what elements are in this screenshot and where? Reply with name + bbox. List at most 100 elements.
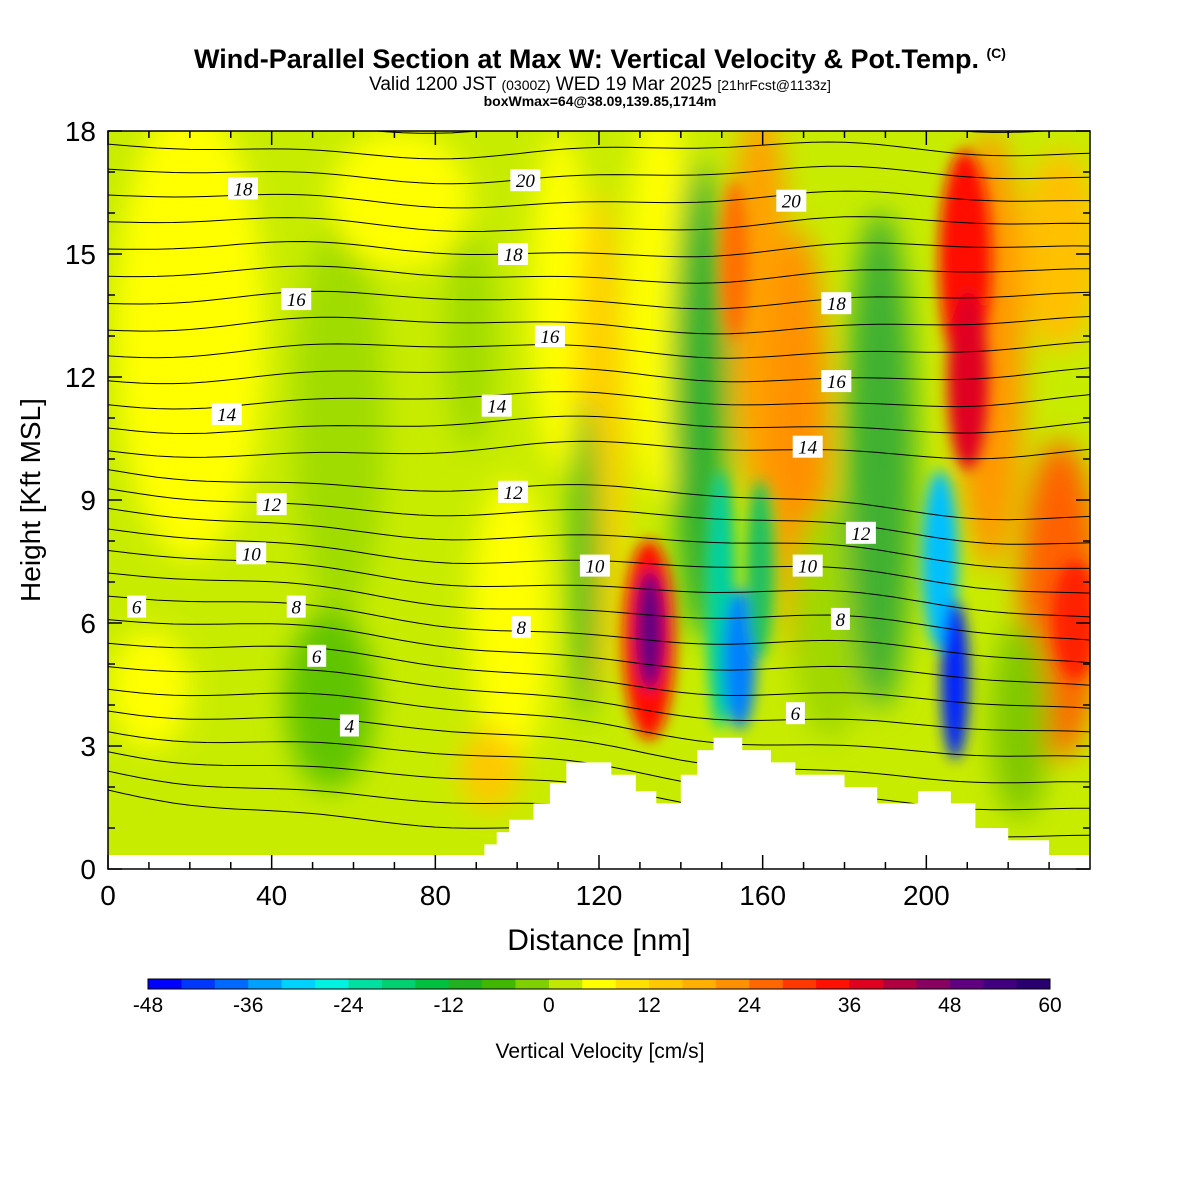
box-info: boxWmax=64@38.09,139.85,1714m xyxy=(483,93,717,109)
colorbar-swatch xyxy=(649,979,684,989)
theta-isoline xyxy=(108,572,1090,641)
colorbar-swatch xyxy=(983,979,1018,989)
contour-label-box xyxy=(236,542,267,565)
contour-label-box xyxy=(821,370,852,393)
contour-label-text: 12 xyxy=(262,495,282,516)
contour-label: 6 xyxy=(307,644,327,668)
theta-isoline xyxy=(108,165,1090,185)
theta-isoline xyxy=(108,550,1090,618)
colorbar-swatch xyxy=(582,979,617,989)
contour-label: 18 xyxy=(821,292,852,315)
contour-label: 10 xyxy=(792,554,823,578)
colorbar-swatch xyxy=(482,979,516,989)
colorbar-swatch xyxy=(148,979,182,989)
y-tick-label: 0 xyxy=(80,854,96,885)
y-axis-label: Height [Kft MSL] xyxy=(15,398,46,602)
contour-label-text: 6 xyxy=(791,704,801,725)
colorbar-swatch xyxy=(882,979,917,989)
colorbar-swatch xyxy=(615,979,650,989)
contour-label-text: 8 xyxy=(291,598,301,619)
contour-label: 8 xyxy=(286,595,306,619)
colorbar-swatch xyxy=(281,979,316,989)
theta-isoline xyxy=(108,316,1090,335)
theta-isoline xyxy=(108,440,1090,460)
contour-label: 16 xyxy=(821,370,852,393)
contour-label: 14 xyxy=(481,394,512,418)
contour-label-box xyxy=(339,714,359,737)
contour-label-text: 20 xyxy=(516,171,536,192)
contour-label: 10 xyxy=(236,542,267,565)
x-tick-label: 80 xyxy=(420,880,451,911)
contour-label-box xyxy=(127,595,147,618)
theta-isoline xyxy=(108,290,1090,310)
theta-isoline xyxy=(108,367,1090,385)
contour-label-text: 10 xyxy=(242,544,262,565)
contour-label-box xyxy=(307,644,327,667)
y-tick-label: 6 xyxy=(80,608,96,639)
contour-label: 8 xyxy=(511,616,531,639)
contour-label: 16 xyxy=(281,288,312,311)
colorbar-frame xyxy=(147,978,1051,990)
colorbar-tick-label: 12 xyxy=(637,994,660,1017)
copyright-mark: (C) xyxy=(986,45,1006,61)
chart-title-text: Wind-Parallel Section at Max W: Vertical… xyxy=(194,44,979,74)
x-tick-label: 0 xyxy=(100,880,116,911)
valid-time: Valid 1200 JST xyxy=(369,74,497,95)
contour-label: 14 xyxy=(211,402,242,426)
colorbar-swatch xyxy=(548,979,583,989)
contour-label-box xyxy=(498,480,529,503)
colorbar-tick-label: 60 xyxy=(1038,994,1061,1017)
theta-isoline xyxy=(108,710,1090,784)
contour-label-text: 12 xyxy=(504,483,524,504)
colorbar-swatch xyxy=(916,979,951,989)
contour-label-box xyxy=(579,554,610,577)
contour-label-text: 4 xyxy=(345,717,355,738)
contour-label-box xyxy=(785,702,805,725)
contour-label: 6 xyxy=(127,595,147,619)
contour-label-text: 14 xyxy=(487,397,507,418)
theta-isoline xyxy=(108,666,1090,733)
colorbar-swatch xyxy=(381,979,416,989)
theta-isoline xyxy=(108,642,1090,709)
colorbar xyxy=(147,978,1051,990)
contour-label: 12 xyxy=(845,521,876,545)
contour-label-box xyxy=(534,325,565,347)
colorbar-tick-label: -36 xyxy=(233,994,263,1017)
y-tick-label: 15 xyxy=(65,239,96,270)
contour-label-text: 18 xyxy=(234,179,254,200)
contour-label-box xyxy=(256,493,287,516)
colorbar-swatch xyxy=(782,979,817,989)
x-tick-label: 200 xyxy=(903,880,950,911)
theta-isoline xyxy=(108,469,1090,521)
chart-subtitle: Valid 1200 JST (0300Z) WED 19 Mar 2025 [… xyxy=(0,74,1200,96)
colorbar-swatch xyxy=(214,979,249,989)
y-tick-label: 18 xyxy=(65,116,96,147)
colorbar-swatch xyxy=(315,979,349,989)
colorbar-swatch xyxy=(415,979,450,989)
colorbar-swatch xyxy=(515,979,550,989)
colorbar-swatch xyxy=(816,979,851,989)
contour-label: 18 xyxy=(228,177,259,200)
x-tick-label: 40 xyxy=(256,880,287,911)
contour-label-text: 20 xyxy=(782,192,802,213)
contour-label-box xyxy=(281,288,312,311)
contour-label-text: 18 xyxy=(504,245,524,266)
contour-label-box xyxy=(792,554,823,577)
colorbar-tick-label: 36 xyxy=(838,994,861,1017)
theta-isoline xyxy=(108,595,1090,664)
colorbar-swatch xyxy=(348,979,383,989)
colorbar-tick-label: -48 xyxy=(133,994,163,1017)
theta-isoline xyxy=(108,688,1090,757)
colorbar-tick-label: 24 xyxy=(738,994,762,1017)
contour-label-text: 8 xyxy=(836,610,846,631)
contour-label-box xyxy=(211,402,242,425)
contour-label-text: 16 xyxy=(827,372,847,393)
theta-isoline xyxy=(108,216,1090,233)
theta-isoline xyxy=(108,619,1090,686)
contour-label: 4 xyxy=(339,714,359,738)
contour-label-box xyxy=(511,616,531,639)
contour-label-box xyxy=(830,607,850,630)
contour-label: 20 xyxy=(510,169,541,192)
colorbar-tick-label: 48 xyxy=(938,994,961,1017)
theta-isoline xyxy=(108,190,1090,209)
